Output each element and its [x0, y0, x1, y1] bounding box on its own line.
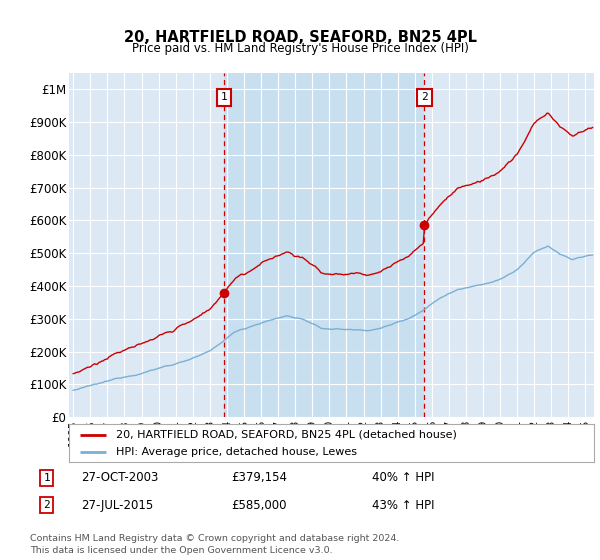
Text: 27-OCT-2003: 27-OCT-2003 — [81, 471, 158, 484]
Bar — [224, 73, 424, 417]
Text: Contains HM Land Registry data © Crown copyright and database right 2024.
This d: Contains HM Land Registry data © Crown c… — [30, 534, 400, 555]
Text: £379,154: £379,154 — [231, 471, 287, 484]
Text: 20, HARTFIELD ROAD, SEAFORD, BN25 4PL: 20, HARTFIELD ROAD, SEAFORD, BN25 4PL — [124, 30, 476, 45]
Text: 1: 1 — [43, 473, 50, 483]
Text: Price paid vs. HM Land Registry's House Price Index (HPI): Price paid vs. HM Land Registry's House … — [131, 42, 469, 55]
Text: 27-JUL-2015: 27-JUL-2015 — [81, 498, 153, 512]
Text: 40% ↑ HPI: 40% ↑ HPI — [372, 471, 434, 484]
Text: 20, HARTFIELD ROAD, SEAFORD, BN25 4PL (detached house): 20, HARTFIELD ROAD, SEAFORD, BN25 4PL (d… — [116, 430, 457, 440]
Text: HPI: Average price, detached house, Lewes: HPI: Average price, detached house, Lewe… — [116, 447, 357, 458]
Text: 2: 2 — [43, 500, 50, 510]
Text: £585,000: £585,000 — [231, 498, 287, 512]
Text: 2: 2 — [421, 92, 428, 102]
Text: 43% ↑ HPI: 43% ↑ HPI — [372, 498, 434, 512]
Text: 1: 1 — [220, 92, 227, 102]
